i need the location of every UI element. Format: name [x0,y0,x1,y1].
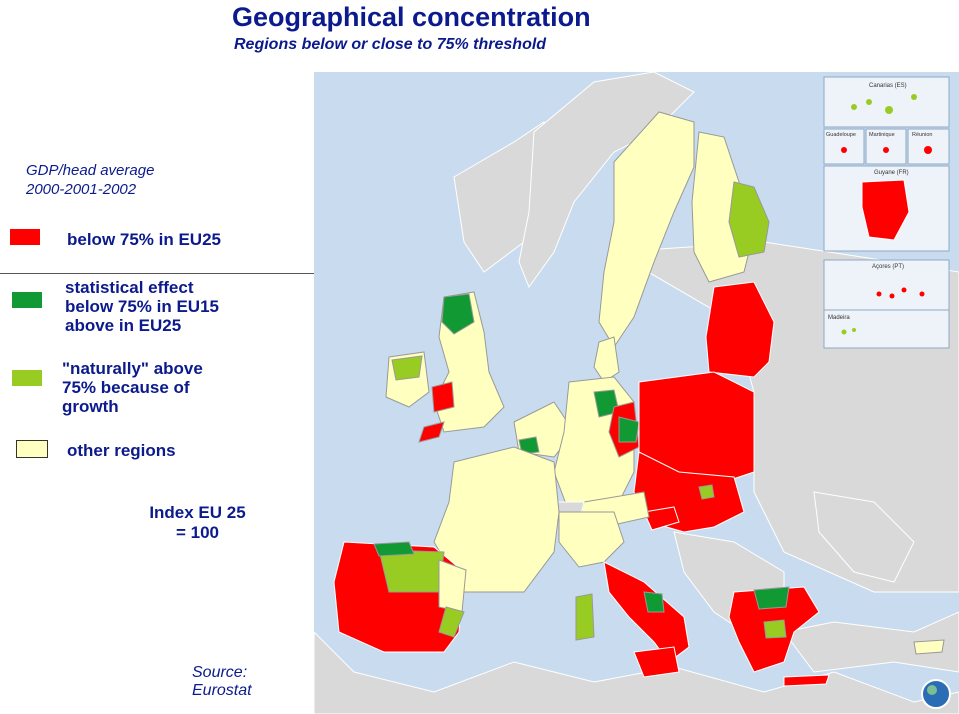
europe-regional-map: Canarias (ES) Guadeloupe Martinique Réun… [314,72,959,714]
page-subtitle: Regions below or close to 75% threshold [234,36,547,53]
spain-east [438,606,465,638]
corsica-sardinia-shape [575,593,595,641]
sicily-shape [633,646,680,678]
crete-shape [783,674,830,687]
gdp-caption-line2: 2000-2001-2002 [26,181,137,198]
inset-acores-label: Açores (PT) [872,264,904,270]
inset-martinique-label: Martinique [869,132,895,138]
legend-divider [0,273,316,274]
spain-north [378,549,445,593]
cornwall [418,421,445,443]
inset-guadeloupe-label: Guadeloupe [826,132,856,138]
prague-bratislava [698,484,715,500]
legend-label-statistical-effect-3: above in EU25 [65,316,182,335]
inset-canarias-label: Canarias (ES) [869,83,907,89]
source-value: Eurostat [192,682,252,699]
greece-north [753,586,790,610]
legend-swatch-other-regions [16,440,48,458]
index-note: Index EU 25 = 100 [130,503,265,543]
outermost-regions-insets: Canarias (ES) Guadeloupe Martinique Réun… [823,76,950,349]
cyprus-shape [913,639,945,655]
legend-swatch-naturally-above [12,370,42,386]
baltic-states [705,281,775,378]
inset-reunion-label: Réunion [912,132,933,138]
gdp-caption-line1: GDP/head average [26,162,155,179]
inset-canarias-box [823,76,950,128]
legend-swatch-statistical-effect [12,292,42,308]
galicia-region [373,541,415,557]
inset-acores-box [823,259,950,311]
eu-globe-logo [921,679,951,709]
inset-guyane-label: Guyane (FR) [874,170,909,176]
sweden-shape [598,111,695,348]
page-title: Geographical concentration [232,2,591,32]
legend-label-below-75: below 75% in EU25 [67,230,221,249]
source-label: Source: [192,664,248,681]
france-shape [433,446,560,593]
finland-east-region [728,181,770,258]
ireland-bmw-region [391,355,423,381]
legend-label-naturally-above-1: "naturally" above [62,359,203,378]
inset-madeira-box [823,309,950,349]
scotland-highlands [441,293,475,335]
index-note-line2: = 100 [175,523,219,542]
greece-attica [763,619,787,639]
wales-west [431,381,455,413]
legend-label-other-regions: other regions [67,441,176,460]
germany-east-region-c [618,416,640,443]
molise-region [643,591,665,613]
slovenia-shape [643,506,680,531]
legend-label-statistical-effect-2: below 75% in EU15 [65,297,219,316]
legend-swatch-below-75 [10,229,40,245]
inset-martinique-box [865,128,907,165]
inset-madeira-label: Madeira [828,315,850,321]
legend-label-naturally-above-2: 75% because of [62,378,190,397]
legend-label-statistical-effect-1: statistical effect [65,278,194,297]
index-note-line1: Index EU 25 [149,503,246,522]
inset-guadeloupe-box [823,128,865,165]
source-note: Source: Eurostat [192,664,252,700]
legend-label-naturally-above-3: growth [62,397,119,416]
